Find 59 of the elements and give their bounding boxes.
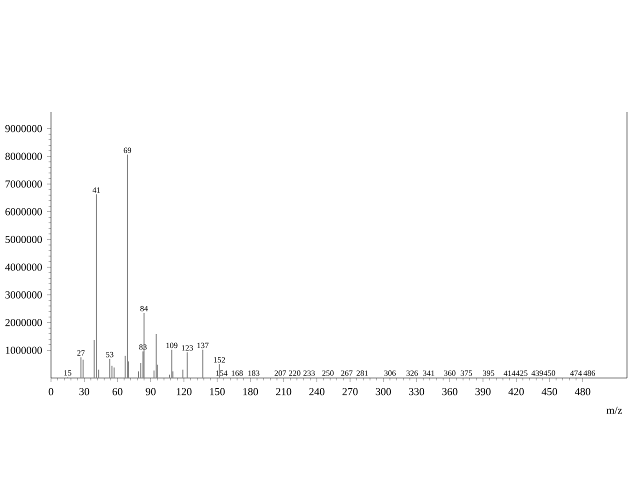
annotation: 306 (384, 370, 396, 376)
annotation: 109 (166, 342, 178, 348)
annotation: 326 (406, 370, 418, 376)
annotation: 84 (140, 306, 148, 312)
y-tick-label: 6000000 (5, 208, 42, 216)
annotation: 123 (182, 345, 193, 351)
annotation: 375 (460, 370, 472, 376)
annotation: 267 (341, 370, 353, 376)
x-tick-label: 210 (276, 388, 292, 396)
x-tick-label: 30 (79, 388, 90, 396)
annotation: 439 (531, 370, 543, 376)
x-tick-label: 390 (476, 388, 491, 396)
y-tick-label: 3000000 (5, 291, 42, 298)
annotation: 27 (77, 350, 85, 356)
annotation: 450 (544, 370, 556, 376)
y-tick-label: 9000000 (5, 125, 42, 132)
annotation: 69 (124, 148, 132, 154)
annotation: 233 (303, 370, 315, 376)
annotation: 425 (516, 370, 528, 376)
annotation: 154 (216, 370, 228, 376)
x-tick-label: 480 (574, 388, 590, 396)
annotation: 168 (232, 370, 243, 376)
annotation: 281 (356, 370, 368, 376)
x-axis-title: m/z (606, 406, 622, 414)
annotation: 183 (248, 370, 260, 376)
y-tick-label: 1000000 (6, 346, 42, 354)
annotation: 341 (423, 370, 434, 376)
x-tick-label: 360 (442, 388, 458, 396)
y-tick-label: 2000000 (5, 318, 42, 326)
x-tick-label: 240 (309, 388, 324, 396)
annotation: 41 (92, 187, 100, 193)
x-tick-label: 180 (243, 388, 258, 396)
x-tick-label: 450 (542, 388, 558, 396)
annotation: 137 (197, 342, 209, 348)
x-tick-label: 270 (342, 388, 358, 396)
x-tick-label: 300 (376, 388, 391, 396)
annotation: 220 (289, 370, 300, 376)
annotation: 53 (106, 352, 114, 358)
x-tick-label: 0 (48, 388, 54, 396)
y-tick-label: 5000000 (6, 236, 42, 244)
annotation: 250 (322, 370, 334, 376)
x-tick-label: 420 (508, 388, 524, 396)
y-tick-label: 4000000 (5, 264, 42, 271)
annotation: 486 (583, 370, 596, 376)
x-tick-label: 60 (112, 388, 122, 396)
annotation: 360 (444, 370, 456, 376)
x-tick-label: 120 (176, 388, 192, 396)
x-tick-label: 90 (146, 388, 156, 396)
annotation: 15 (64, 370, 72, 376)
annotation: 152 (214, 357, 225, 363)
y-tick-label: 7000000 (6, 180, 42, 188)
x-tick-label: 150 (210, 388, 225, 396)
y-tick-label: 8000000 (5, 152, 42, 160)
x-tick-label: 330 (409, 388, 424, 396)
annotation: 474 (570, 370, 582, 376)
annotation: 207 (274, 370, 286, 376)
annotation: 83 (139, 344, 147, 350)
annotation: 414 (504, 370, 516, 376)
annotation: 395 (482, 370, 494, 376)
